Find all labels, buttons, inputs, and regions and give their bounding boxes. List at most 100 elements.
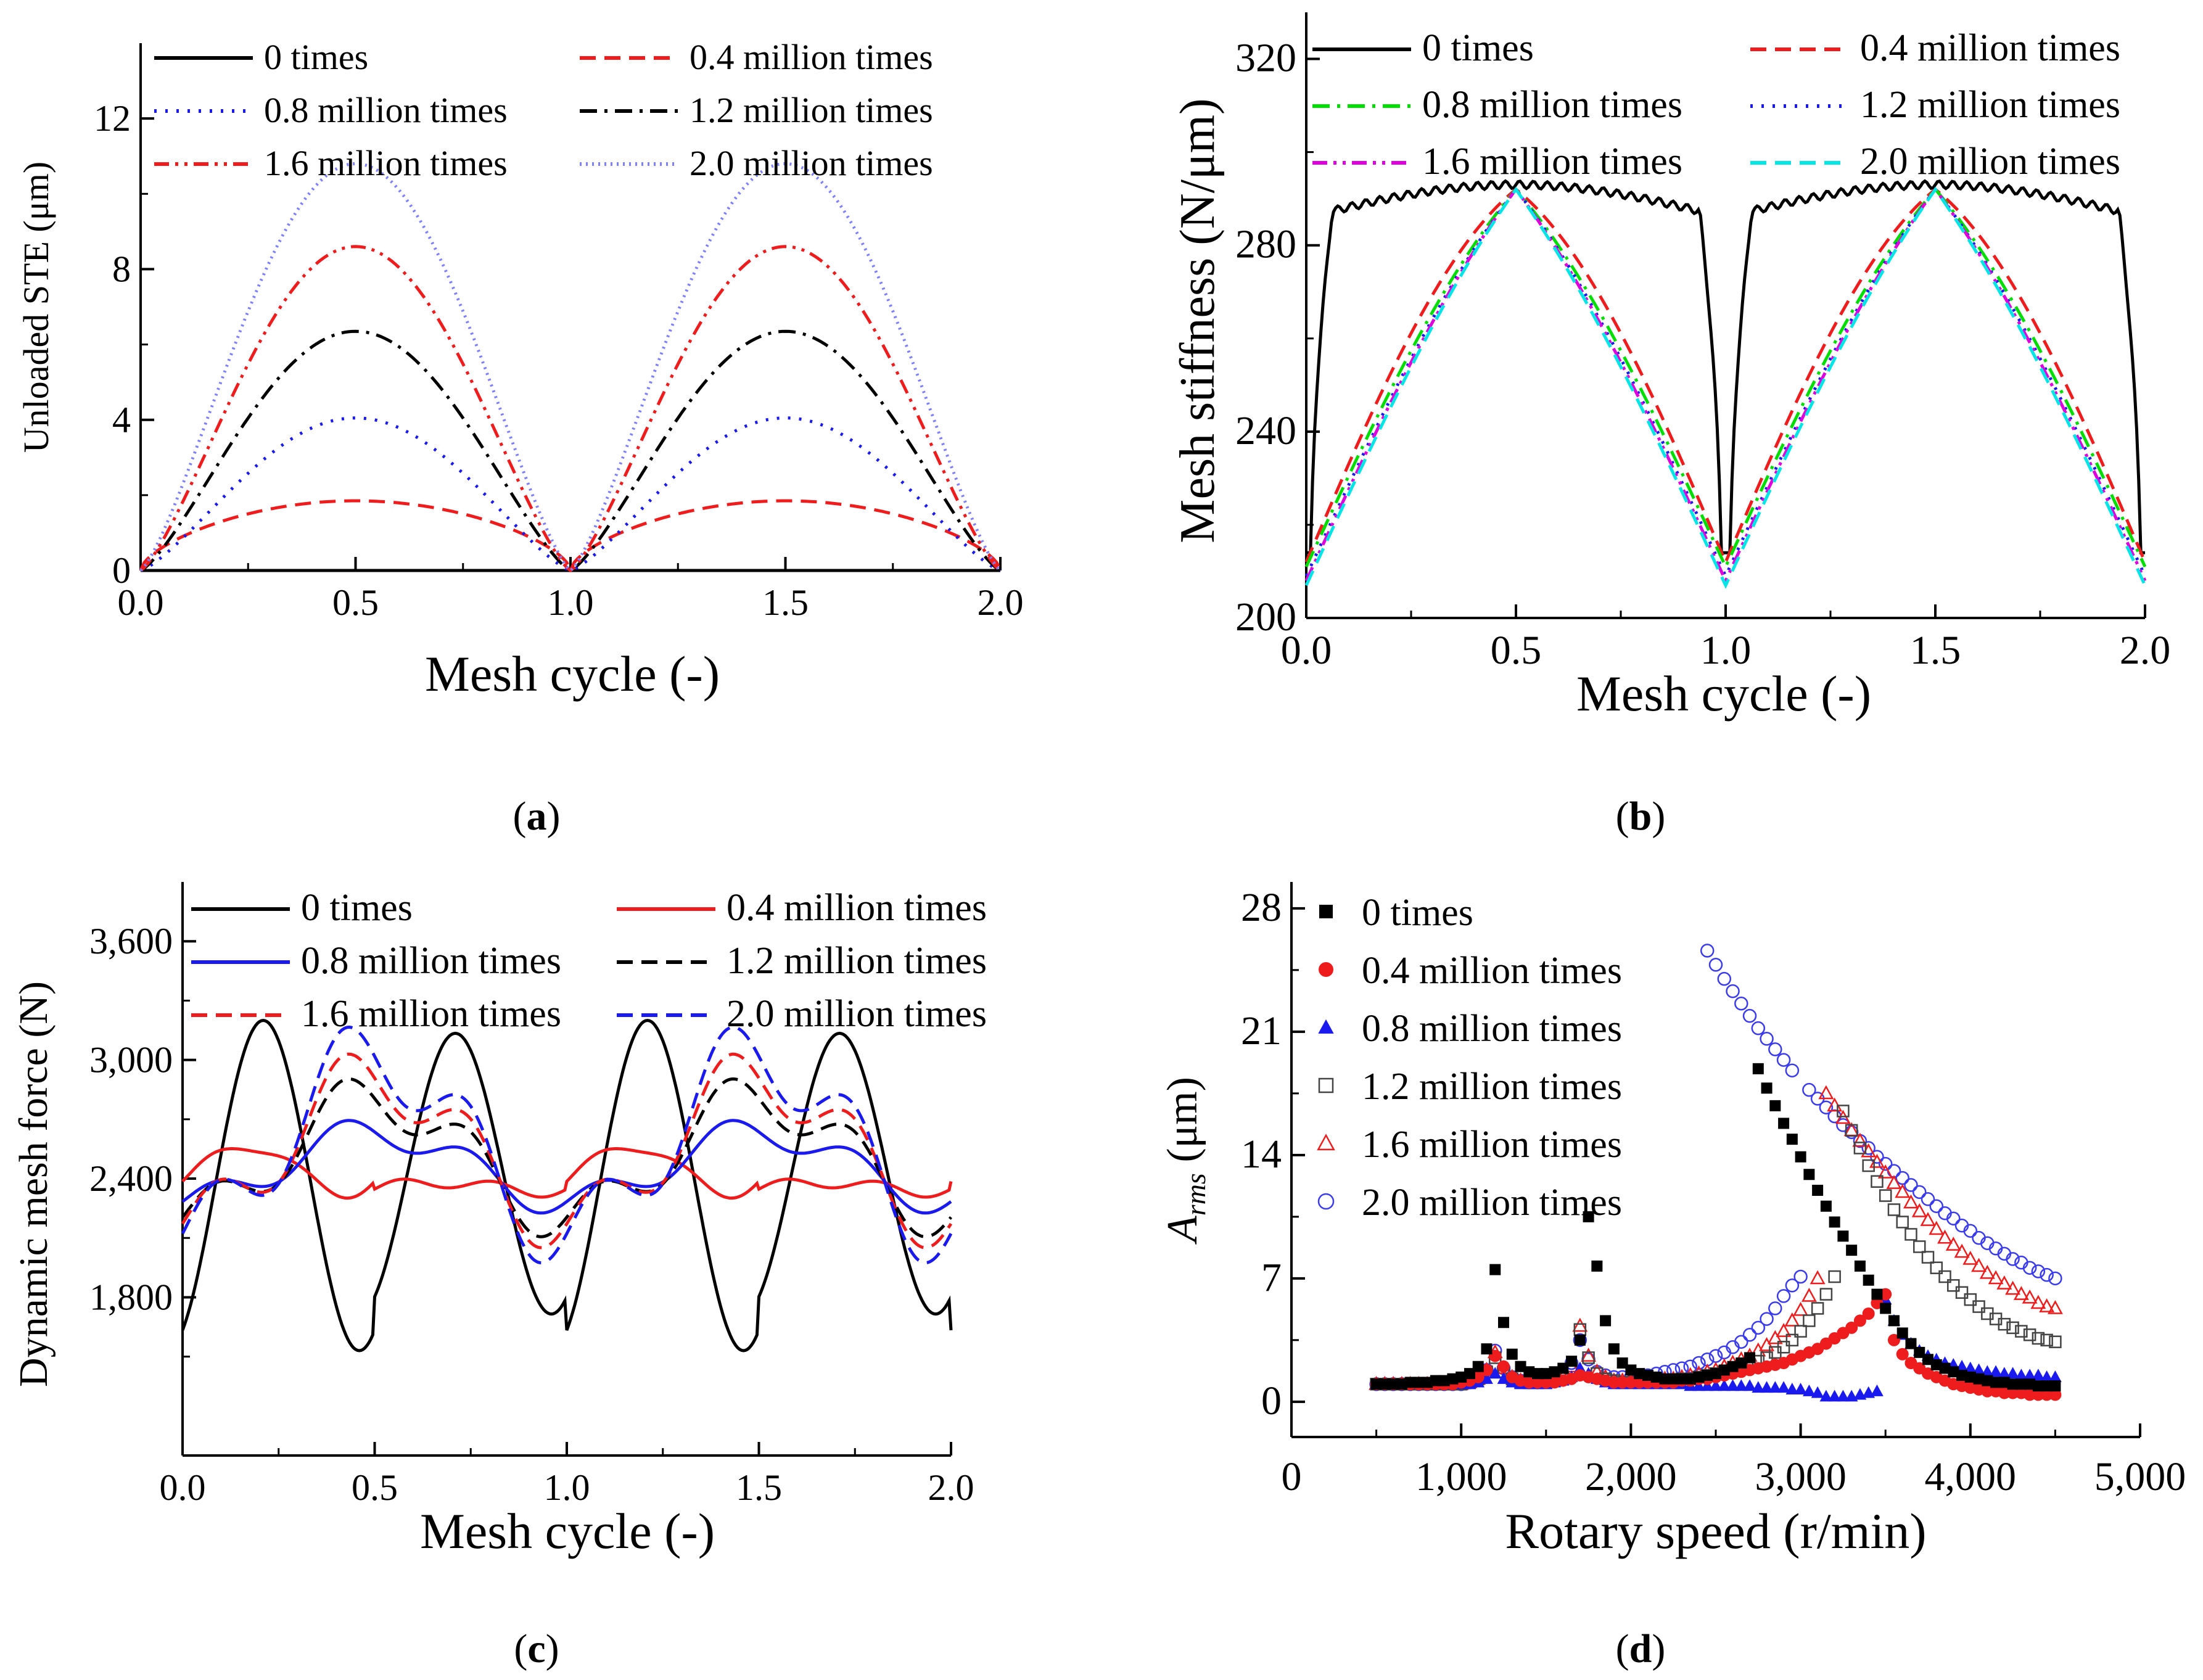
d-point [1692,1379,1705,1391]
d-point [1759,1337,1775,1351]
b-y-tick-label: 200 [1235,595,1296,640]
a-legend-3-label: 1.2 million times [690,90,933,130]
b-legend-0-label: 0 times [1422,27,1534,69]
d-x-tick-label: 0 [1282,1454,1302,1499]
d-point [1895,1171,1909,1185]
c-x-axis-title: Mesh cycle (-) [420,1503,715,1559]
d-point [2040,1370,2053,1382]
d-point [2015,1325,2028,1338]
b-series-1 [1304,187,2147,566]
d-point [1818,1085,1834,1100]
d-point [1929,1221,1945,1235]
d-point [1742,1008,1757,1023]
panel-a-label: (a) [513,794,561,839]
d-point [1557,1362,1569,1374]
d-legend-5-marker [1317,1193,1335,1210]
d-point [1904,1228,1917,1241]
d-point [1982,1375,1993,1386]
b-legend-3-label: 1.2 million times [1860,84,2120,126]
c-y-tick-label: 2,400 [89,1158,173,1199]
d-point [1549,1366,1560,1378]
a-y-tick-label: 8 [112,249,131,289]
d-point [1700,1379,1714,1391]
d-point [1539,1376,1552,1389]
b-x-axis-title: Mesh cycle (-) [1576,665,1871,722]
d-point [1972,1300,1985,1313]
d-point [2023,1369,2036,1381]
d-point [1794,1325,1807,1338]
d-point [1913,1240,1926,1253]
d-point [2006,1386,2019,1399]
d-point [1803,1384,1816,1396]
d-point [2032,1380,2044,1392]
c-legend-3-label: 1.2 million times [727,940,987,982]
d-point [1574,1334,1586,1346]
panel-d-label: (d) [1616,1626,1666,1671]
d-point [1777,1381,1790,1393]
d-point [1954,1243,1970,1258]
d-point [1515,1361,1526,1372]
d-point [1812,1185,1824,1196]
b-x-tick-label: 1.5 [1910,628,1961,673]
d-x-tick-label: 1,000 [1415,1454,1507,1499]
d-y-axis-title-sub: rms [1180,1173,1211,1216]
d-point [2047,1300,2063,1314]
d-point [2024,1378,2036,1390]
d-point [1996,1275,2012,1290]
d-point [1693,1371,1705,1383]
d-point [2015,1369,2028,1381]
d-point [2040,1333,2053,1347]
c-series-0 [181,1018,953,1353]
d-point [1370,1378,1382,1390]
d-point [1939,1362,1951,1374]
d-point [1795,1151,1806,1163]
d-point [1829,1216,1840,1228]
d-point [1785,1333,1799,1347]
d-point [1911,1203,1927,1217]
d-point [2016,1378,2027,1390]
d-point [1877,1164,1893,1179]
d-point [1862,1159,1875,1172]
d-point [2041,1380,2053,1392]
c-x-tick-label: 0.0 [160,1467,206,1508]
d-point [1777,1341,1790,1354]
d-point [1837,1390,1850,1402]
d-point [2023,1328,2036,1341]
d-point [1819,1100,1834,1114]
d-point [1979,1264,1995,1279]
d-point [1488,1367,1502,1379]
d-point [2039,1298,2055,1312]
d-point [1642,1370,1653,1381]
d-point [2049,1380,2061,1392]
d-point [1811,1386,1824,1398]
d-point [1998,1367,2011,1379]
b-legend-5-label: 2.0 million times [1860,141,2120,183]
a-legend-1-label: 0.4 million times [690,37,933,77]
a-y-tick-label: 4 [112,400,131,440]
d-point [2040,1388,2053,1401]
d-point [2040,1267,2054,1282]
a-legend-4-label: 1.6 million times [264,143,508,183]
d-point [1607,1376,1620,1389]
d-point [1998,1386,2011,1399]
d-point [1727,1361,1739,1372]
d-point [1497,1372,1510,1384]
c-series-1 [181,1147,953,1200]
d-point [1608,1343,1620,1355]
d-point [1990,1377,2002,1388]
b-series-3 [1304,186,2147,580]
d-point [1887,1203,1901,1216]
d-point [1988,1270,2004,1285]
c-legend-5-label: 2.0 million times [727,993,987,1035]
d-point [2006,1321,2019,1335]
d-point [1871,1384,1884,1396]
d-y-tick-label: 7 [1261,1255,1282,1300]
d-point [1684,1373,1696,1385]
d-point [1708,958,1723,972]
d-point [1803,1314,1816,1327]
c-y-axis-title: Dynamic mesh force (N) [11,981,56,1387]
a-series-1 [139,499,1002,575]
d-point [1880,1303,1892,1314]
d-point [1998,1377,2010,1388]
a-y-tick-label: 0 [112,550,131,591]
